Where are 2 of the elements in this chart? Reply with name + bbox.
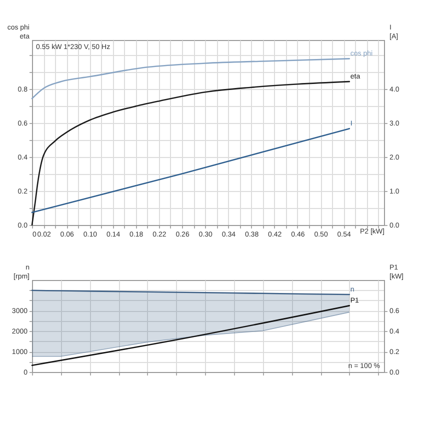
line-series — [31, 80, 350, 226]
line-series — [31, 58, 350, 100]
